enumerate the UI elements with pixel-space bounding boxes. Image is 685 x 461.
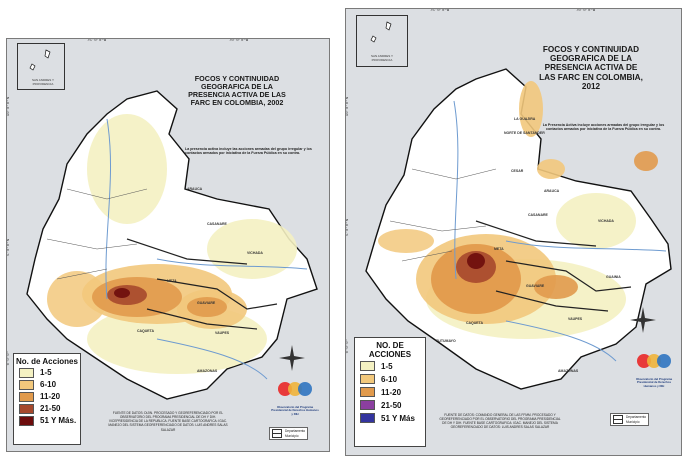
legend-2012: NO. DE ACCIONES 1-5 6-10 11-20 21-50 51 … [354, 337, 426, 447]
map-2002-panel: 75°0'0"W 70°0'0"W 10°0'0"N 5°0'0"N 0°0'0… [6, 38, 330, 452]
dept-label-guainia: GUAINIA [606, 275, 621, 279]
legend-label: 21-50 [40, 404, 61, 414]
dept-label-vaupes: VAUPES [568, 317, 583, 321]
lon-tick-75w: 75°0'0"W [430, 9, 450, 13]
dept-label-vichada: VICHADA [247, 251, 263, 255]
dept-label-putumayo: PUTUMAYO [436, 339, 456, 343]
logo-icon [637, 354, 671, 368]
legend-swatch [19, 403, 34, 414]
municipio-label: Municipio [626, 419, 640, 424]
dept-label-casanare: CASANARE [207, 222, 227, 226]
legend-label: 1-5 [381, 361, 393, 371]
lon-tick-70w: 70°0'0"W [576, 9, 596, 13]
legend-swatch [19, 391, 34, 402]
dept-label-la-guajira: LA GUAJIRA [514, 117, 536, 121]
department-label: Departamento [626, 415, 647, 420]
municipio-box [613, 419, 623, 425]
legend-row: 1-5 [19, 367, 80, 379]
municipio-label: Municipio [285, 433, 299, 438]
dept-label-caqueta: CAQUETA [466, 321, 484, 325]
legend-row: 51 Y Más. [19, 415, 80, 427]
legend-label: 6-10 [381, 374, 398, 384]
boundary-legend: Departamento Municipio [610, 413, 650, 426]
island-shape [29, 49, 51, 71]
inset-label: SAN ANDRES Y PROVIDENCIA [370, 54, 394, 62]
inset-label: SAN ANDRES Y PROVIDENCIA [31, 78, 55, 86]
san-andres-inset: SAN ANDRES Y PROVIDENCIA [17, 43, 65, 90]
legend-row: 1-5 [360, 360, 425, 373]
legend-label: 51 Y Más [381, 413, 415, 423]
dept-label-caqueta: CAQUETA [137, 329, 155, 333]
colombia-map-2002 [26, 90, 318, 400]
map-note-2012: La Presencia Activa incluye acciones arm… [542, 123, 665, 132]
dept-label-amazonas: AMAZONAS [197, 369, 218, 373]
legend-label: 21-50 [381, 400, 402, 410]
dept-label-guaviare: GUAVIARE [197, 301, 216, 305]
legend-2002: No. de Acciones 1-5 6-10 11-20 21-50 51 … [13, 353, 81, 445]
logo-text: Observatorio del Programa Presidencial d… [635, 377, 673, 388]
legend-label: 11-20 [40, 392, 61, 402]
observatorio-logo: Observatorio del Programa Presidencial d… [632, 351, 676, 391]
dept-label-arauca: ARAUCA [544, 189, 560, 193]
colombia-map-2012 [365, 68, 672, 390]
lon-tick-75w: 75°0'0"W [87, 39, 107, 43]
dept-label-meta: META [494, 247, 504, 251]
map-note-2002: La presencia activa incluye las acciones… [185, 147, 312, 156]
data-source-note: FUENTE DE DATOS: COMANDO GENERAL DE LAS … [439, 413, 561, 430]
legend-swatch [360, 361, 375, 372]
dept-label-casanare: CASANARE [528, 213, 548, 217]
logo-icon [278, 382, 312, 396]
dept-label-amazonas: AMAZONAS [558, 369, 579, 373]
dept-label-vichada: VICHADA [598, 219, 614, 223]
map-2012-panel: 75°0'0"W 70°0'0"W 10°0'0"N 5°0'0"N 0°0'0… [345, 8, 682, 456]
municipio-box [272, 433, 282, 439]
dept-label-arauca: ARAUCA [187, 187, 203, 191]
boundary-legend: Departamento Municipio [269, 427, 309, 440]
legend-swatch [360, 413, 375, 424]
data-source-note: FUENTE DE DATOS: DIJIN. PROCESADO Y GEOR… [108, 411, 228, 432]
observatorio-logo: Observatorio del Programa Presidencial d… [271, 379, 319, 415]
legend-swatch [19, 379, 34, 390]
map-title-2012: FOCOS Y CONTINUIDAD GEOGRAFICA DE LA PRE… [539, 45, 643, 91]
legend-title: No. de Acciones [16, 357, 78, 366]
legend-row: 21-50 [360, 399, 425, 412]
legend-label: 6-10 [40, 380, 57, 390]
compass-rose-icon [279, 345, 305, 371]
compass-rose-icon [630, 307, 656, 333]
legend-label: 1-5 [40, 368, 52, 378]
map-title-2002: FOCOS Y CONTINUIDAD GEOGRAFICA DE LA PRE… [188, 74, 286, 108]
legend-swatch [360, 400, 375, 411]
lon-tick-70w: 70°0'0"W [229, 39, 249, 43]
dept-label-meta: META [167, 279, 177, 283]
dept-label-norte-santander: NORTE DE SANTANDER [504, 131, 545, 135]
dept-label-cesar: CESAR [511, 169, 524, 173]
island-shape [370, 21, 392, 43]
legend-row: 11-20 [360, 386, 425, 399]
legend-row: 6-10 [360, 373, 425, 386]
legend-row: 21-50 [19, 403, 80, 415]
dept-label-guaviare: GUAVIARE [526, 284, 545, 288]
dept-label-vaupes: VAUPES [215, 331, 230, 335]
legend-row: 6-10 [19, 379, 80, 391]
legend-row: 51 Y Más [360, 412, 425, 425]
legend-title: NO. DE ACCIONES [368, 341, 412, 359]
department-label: Departamento [285, 429, 306, 434]
legend-swatch [360, 387, 375, 398]
legend-swatch [360, 374, 375, 385]
legend-swatch [19, 367, 34, 378]
legend-label: 51 Y Más. [40, 416, 77, 426]
legend-row: 11-20 [19, 391, 80, 403]
logo-text: Observatorio del Programa Presidencial d… [271, 405, 319, 416]
legend-label: 11-20 [381, 387, 402, 397]
legend-swatch [19, 415, 34, 426]
san-andres-inset: SAN ANDRES Y PROVIDENCIA [356, 15, 408, 67]
